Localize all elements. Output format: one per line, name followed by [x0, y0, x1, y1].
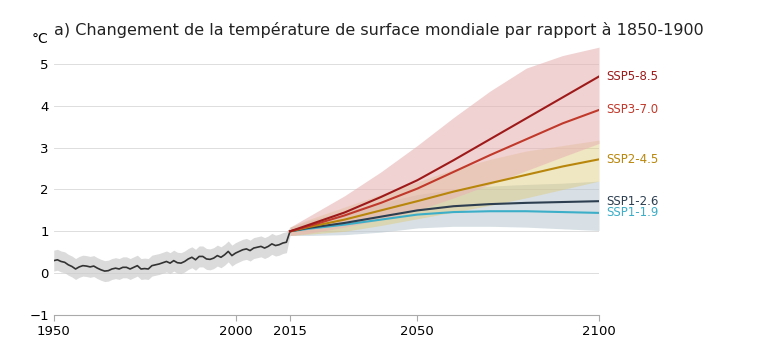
Text: SSP5-8.5: SSP5-8.5 — [606, 70, 658, 83]
Text: SSP3-7.0: SSP3-7.0 — [606, 103, 658, 116]
Text: SSP1-1.9: SSP1-1.9 — [606, 207, 658, 219]
Text: SSP1-2.6: SSP1-2.6 — [606, 195, 658, 208]
Text: SSP2-4.5: SSP2-4.5 — [606, 153, 658, 166]
Text: a) Changement de la température de surface mondiale par rapport à 1850-1900: a) Changement de la température de surfa… — [54, 21, 703, 38]
Y-axis label: °C: °C — [31, 32, 48, 46]
